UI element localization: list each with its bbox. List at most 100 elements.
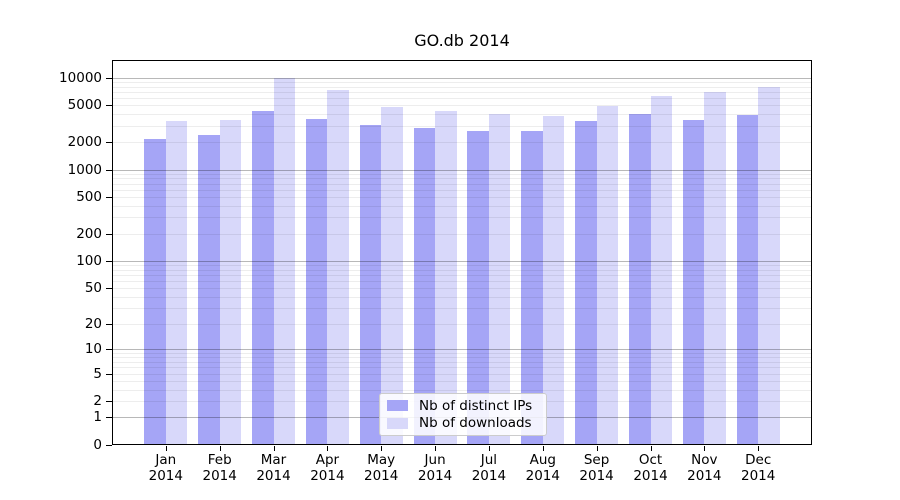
bar-nov-downloads bbox=[704, 91, 726, 445]
y-axis-tick bbox=[106, 233, 112, 235]
legend-label-distinct-ips: Nb of distinct IPs bbox=[419, 397, 533, 414]
y-axis-tick-label: 0 bbox=[93, 437, 102, 453]
y-axis-tick bbox=[106, 197, 112, 199]
y-axis-tick bbox=[106, 349, 112, 351]
y-axis-tick bbox=[106, 445, 112, 446]
bar-sep-distinct-ips bbox=[575, 121, 597, 445]
x-axis-tick bbox=[542, 446, 544, 451]
legend-label-downloads: Nb of downloads bbox=[419, 415, 532, 432]
gridline-major bbox=[113, 349, 811, 351]
gridline-minor bbox=[113, 183, 811, 185]
bar-jun-downloads bbox=[435, 110, 457, 445]
gridline-minor bbox=[113, 373, 811, 375]
distinct-ips-swatch-icon bbox=[387, 400, 408, 412]
x-axis-tick bbox=[273, 446, 275, 451]
gridline-minor bbox=[113, 197, 811, 199]
gridline-minor bbox=[113, 357, 811, 359]
y-axis-tick-label: 5 bbox=[93, 365, 102, 382]
gridline-minor bbox=[113, 233, 811, 235]
x-axis-tick bbox=[435, 446, 437, 451]
x-axis-tick-label: Nov 2014 bbox=[687, 452, 722, 484]
gridline-minor bbox=[113, 367, 811, 369]
bar-aug-downloads bbox=[542, 116, 565, 445]
x-axis-tick bbox=[327, 446, 329, 451]
x-axis-tick-label: Dec 2014 bbox=[741, 452, 776, 484]
gridline-major bbox=[113, 261, 811, 262]
gridline-minor bbox=[113, 308, 811, 310]
bar-feb-distinct-ips bbox=[198, 134, 220, 445]
y-axis-tick-label: 50 bbox=[84, 280, 102, 297]
bar-may-downloads bbox=[381, 107, 403, 445]
y-axis-tick bbox=[106, 288, 112, 290]
x-axis-tick-label: Sep 2014 bbox=[579, 452, 614, 484]
gridline-minor bbox=[113, 269, 811, 271]
gridline-minor bbox=[113, 275, 811, 276]
gridline-minor bbox=[113, 296, 811, 298]
bar-jul-distinct-ips bbox=[467, 131, 489, 445]
bar-feb-downloads bbox=[219, 119, 242, 445]
x-axis-tick bbox=[381, 446, 383, 451]
y-axis-tick-label: 100 bbox=[76, 253, 102, 269]
gridline-minor bbox=[113, 105, 811, 107]
legend-entry-distinct-ips: Nb of distinct IPs bbox=[387, 398, 539, 414]
bar-jun-distinct-ips bbox=[413, 127, 436, 445]
gridline-minor bbox=[113, 178, 811, 180]
legend: Nb of distinct IPs Nb of downloads bbox=[379, 393, 547, 436]
bar-sep-downloads bbox=[596, 106, 619, 445]
y-axis-tick bbox=[106, 401, 112, 403]
gridline-minor bbox=[113, 141, 811, 143]
y-axis-tick bbox=[106, 323, 112, 325]
x-axis-tick bbox=[704, 446, 706, 451]
bar-mar-distinct-ips bbox=[252, 110, 274, 445]
y-axis-tick-label: 200 bbox=[76, 225, 102, 242]
gridline-major bbox=[113, 169, 811, 171]
gridline-minor bbox=[113, 189, 811, 191]
y-axis-tick-label: 5000 bbox=[67, 97, 102, 114]
x-axis-tick-label: Jan 2014 bbox=[148, 452, 183, 484]
y-axis-tick-label: 10000 bbox=[59, 69, 102, 86]
bar-mar-downloads bbox=[273, 77, 295, 445]
y-axis-tick-label: 20 bbox=[84, 315, 102, 332]
y-axis-tick bbox=[106, 141, 112, 143]
y-axis-tick-label: 2000 bbox=[67, 133, 102, 150]
bar-jul-downloads bbox=[488, 114, 511, 445]
x-axis-tick bbox=[165, 446, 167, 451]
x-axis-tick-label: Oct 2014 bbox=[633, 452, 668, 484]
gridline-minor bbox=[113, 125, 811, 127]
gridline-minor bbox=[113, 380, 811, 382]
x-axis-tick bbox=[596, 446, 598, 451]
downloads-swatch-icon bbox=[387, 417, 408, 429]
bar-jan-downloads bbox=[165, 120, 188, 445]
y-axis-tick bbox=[106, 373, 112, 375]
bar-oct-downloads bbox=[650, 95, 672, 445]
chart-title: GO.db 2014 bbox=[414, 31, 510, 50]
y-axis-tick-label: 2 bbox=[93, 393, 102, 410]
bar-apr-distinct-ips bbox=[305, 119, 328, 445]
gridline-minor bbox=[113, 114, 811, 116]
y-axis-tick-label: 1000 bbox=[67, 161, 102, 178]
bar-jan-distinct-ips bbox=[144, 139, 166, 445]
bar-dec-downloads bbox=[758, 87, 780, 445]
x-axis-tick-label: Apr 2014 bbox=[310, 452, 345, 484]
gridline-minor bbox=[113, 86, 811, 88]
x-axis-tick-label: May 2014 bbox=[364, 452, 399, 484]
y-axis-tick bbox=[106, 261, 112, 262]
y-axis-tick bbox=[106, 77, 112, 79]
x-axis-tick bbox=[758, 446, 760, 451]
gridline-minor bbox=[113, 98, 811, 100]
gridline-minor bbox=[113, 91, 811, 93]
x-axis-tick-label: Mar 2014 bbox=[256, 452, 291, 484]
x-axis-tick bbox=[219, 446, 221, 451]
gridline-minor bbox=[113, 81, 811, 83]
x-axis-tick-label: Jun 2014 bbox=[417, 452, 453, 484]
bar-apr-downloads bbox=[327, 90, 349, 445]
gridline-minor bbox=[113, 206, 811, 207]
bar-may-distinct-ips bbox=[359, 124, 382, 445]
gridline-minor bbox=[113, 389, 811, 391]
gridline-minor bbox=[113, 288, 811, 290]
gridline-minor bbox=[113, 353, 811, 355]
y-axis-tick-label: 500 bbox=[76, 189, 102, 206]
gridline-minor bbox=[113, 173, 811, 175]
gridline-minor bbox=[113, 323, 811, 325]
